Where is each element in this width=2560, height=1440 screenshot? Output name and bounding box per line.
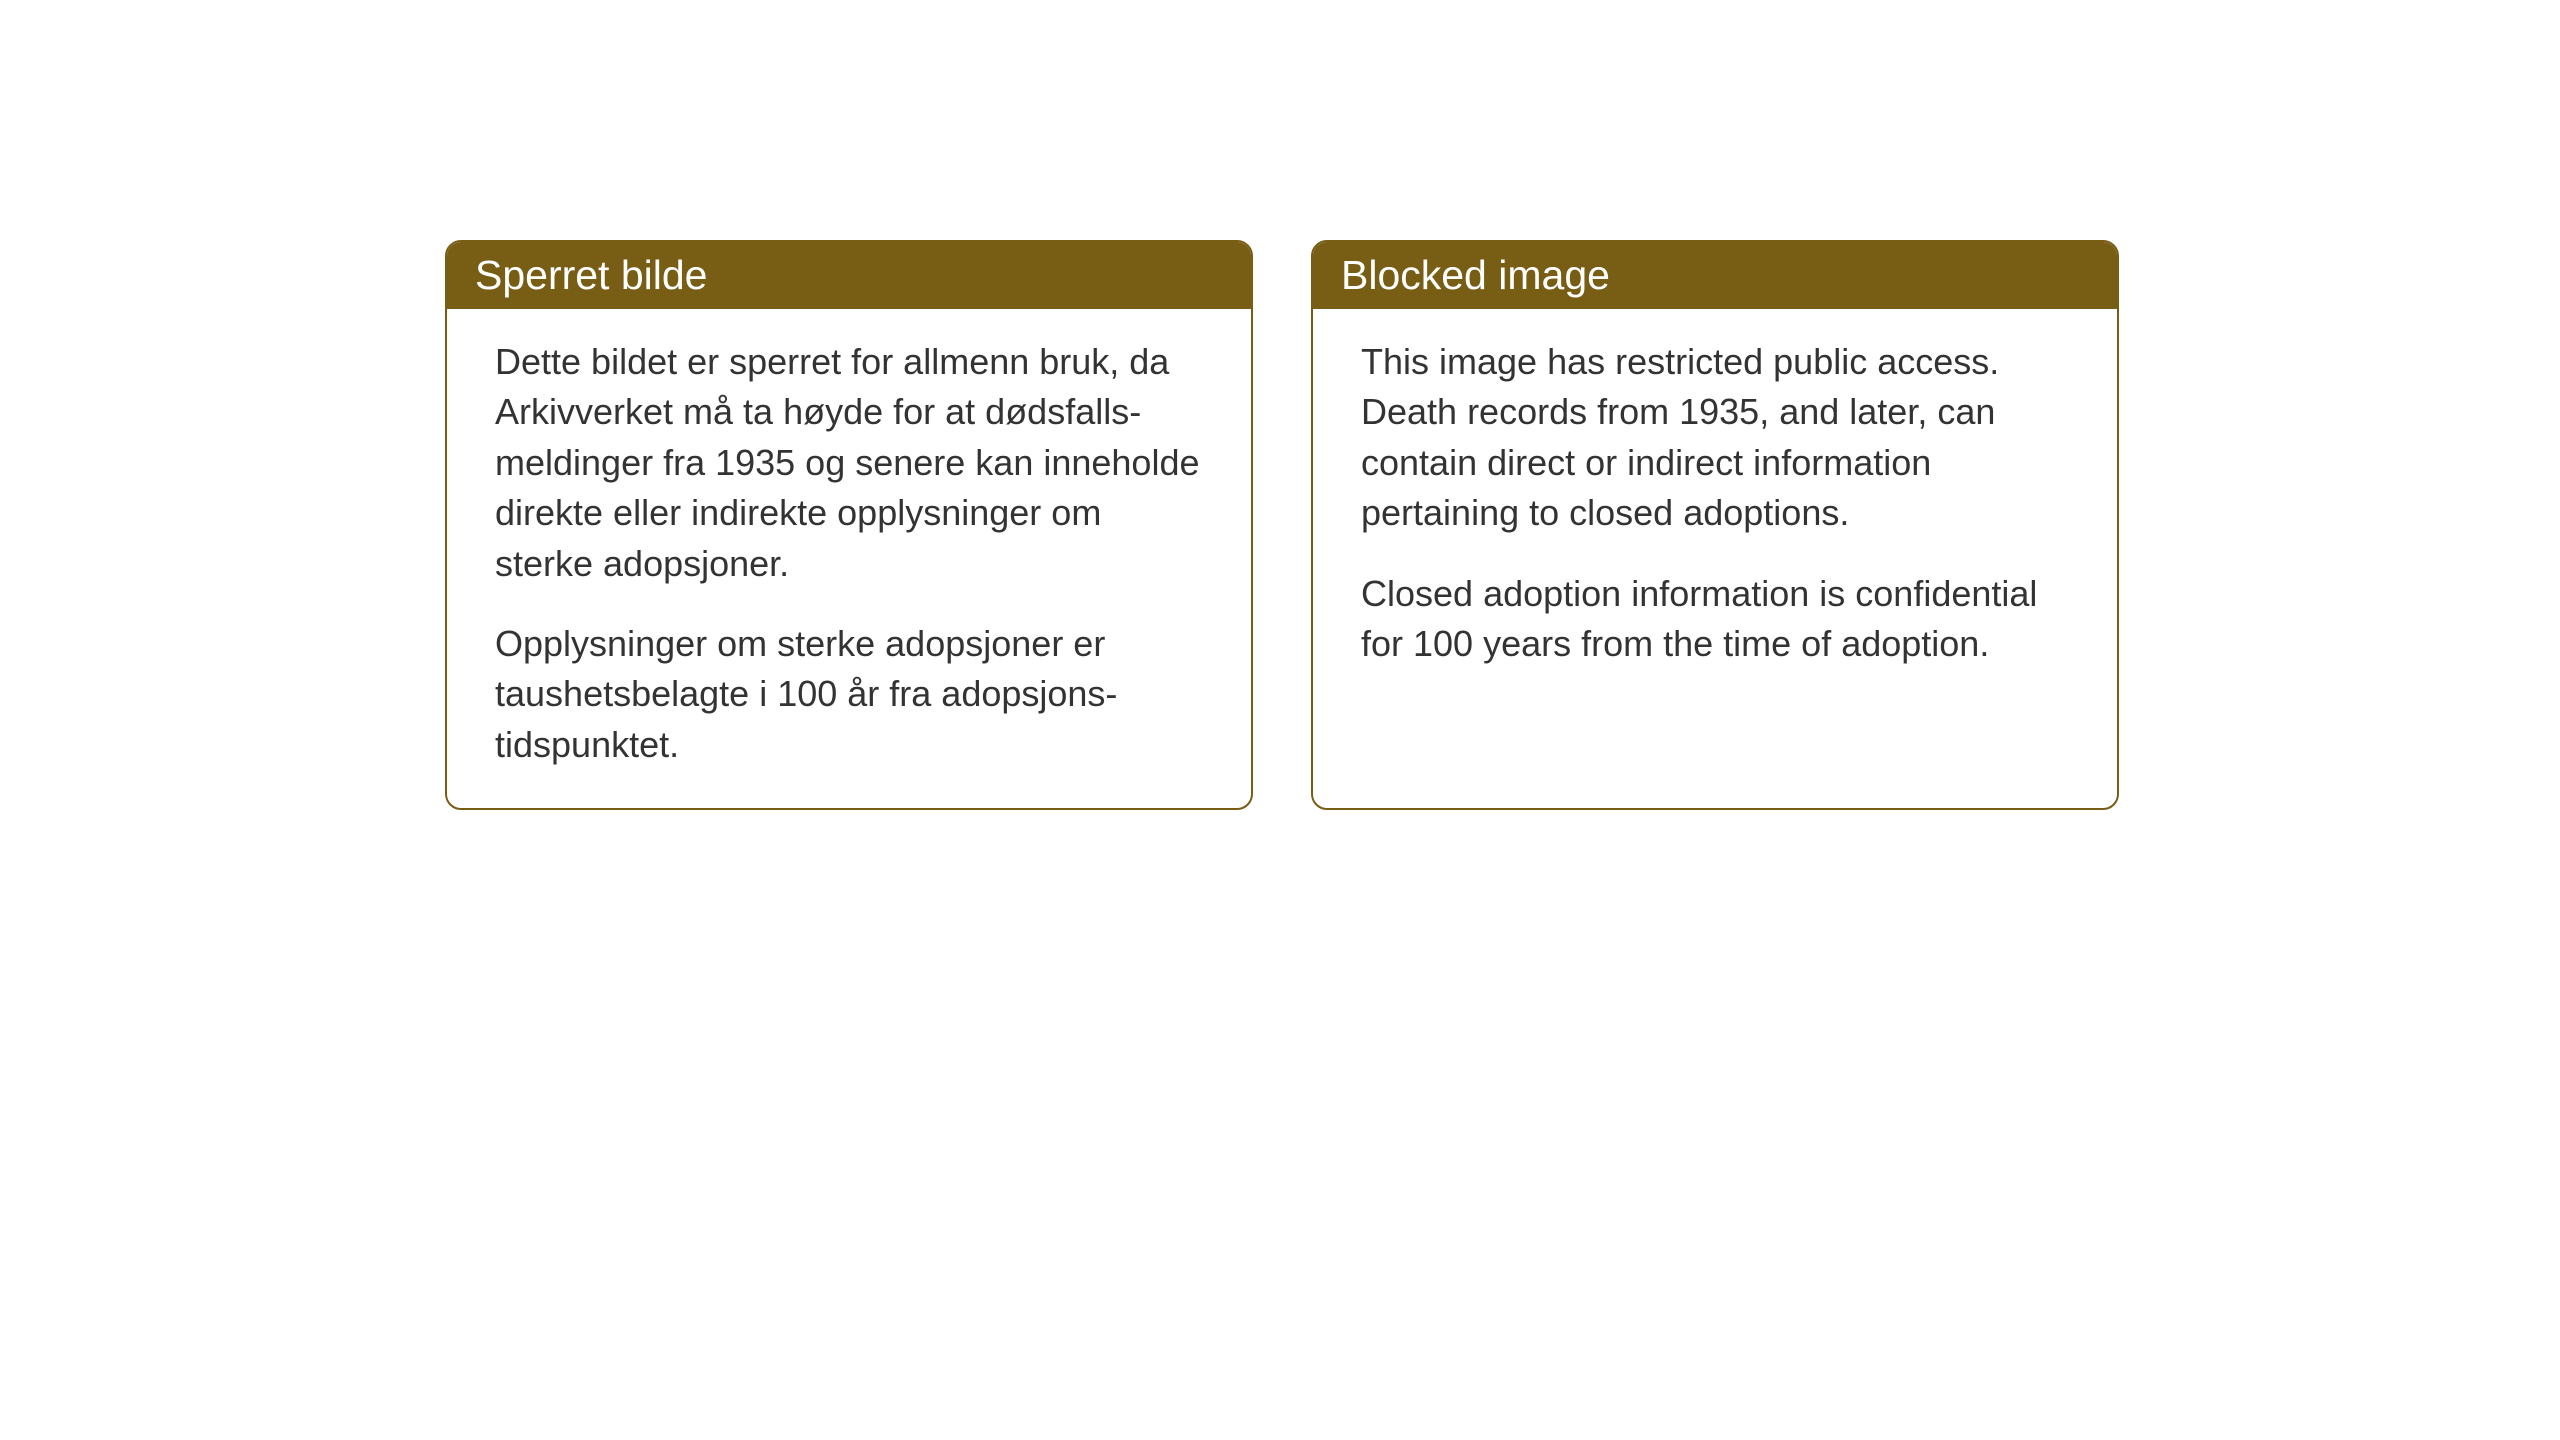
norwegian-card-body: Dette bildet er sperret for allmenn bruk… <box>447 309 1251 808</box>
norwegian-card-title: Sperret bilde <box>447 242 1251 309</box>
english-paragraph-2: Closed adoption information is confident… <box>1361 569 2069 670</box>
english-notice-card: Blocked image This image has restricted … <box>1311 240 2119 810</box>
norwegian-notice-card: Sperret bilde Dette bildet er sperret fo… <box>445 240 1253 810</box>
english-card-body: This image has restricted public access.… <box>1313 309 2117 707</box>
norwegian-paragraph-2: Opplysninger om sterke adopsjoner er tau… <box>495 619 1203 770</box>
norwegian-paragraph-1: Dette bildet er sperret for allmenn bruk… <box>495 337 1203 589</box>
notice-container: Sperret bilde Dette bildet er sperret fo… <box>445 240 2119 810</box>
english-card-title: Blocked image <box>1313 242 2117 309</box>
english-paragraph-1: This image has restricted public access.… <box>1361 337 2069 539</box>
